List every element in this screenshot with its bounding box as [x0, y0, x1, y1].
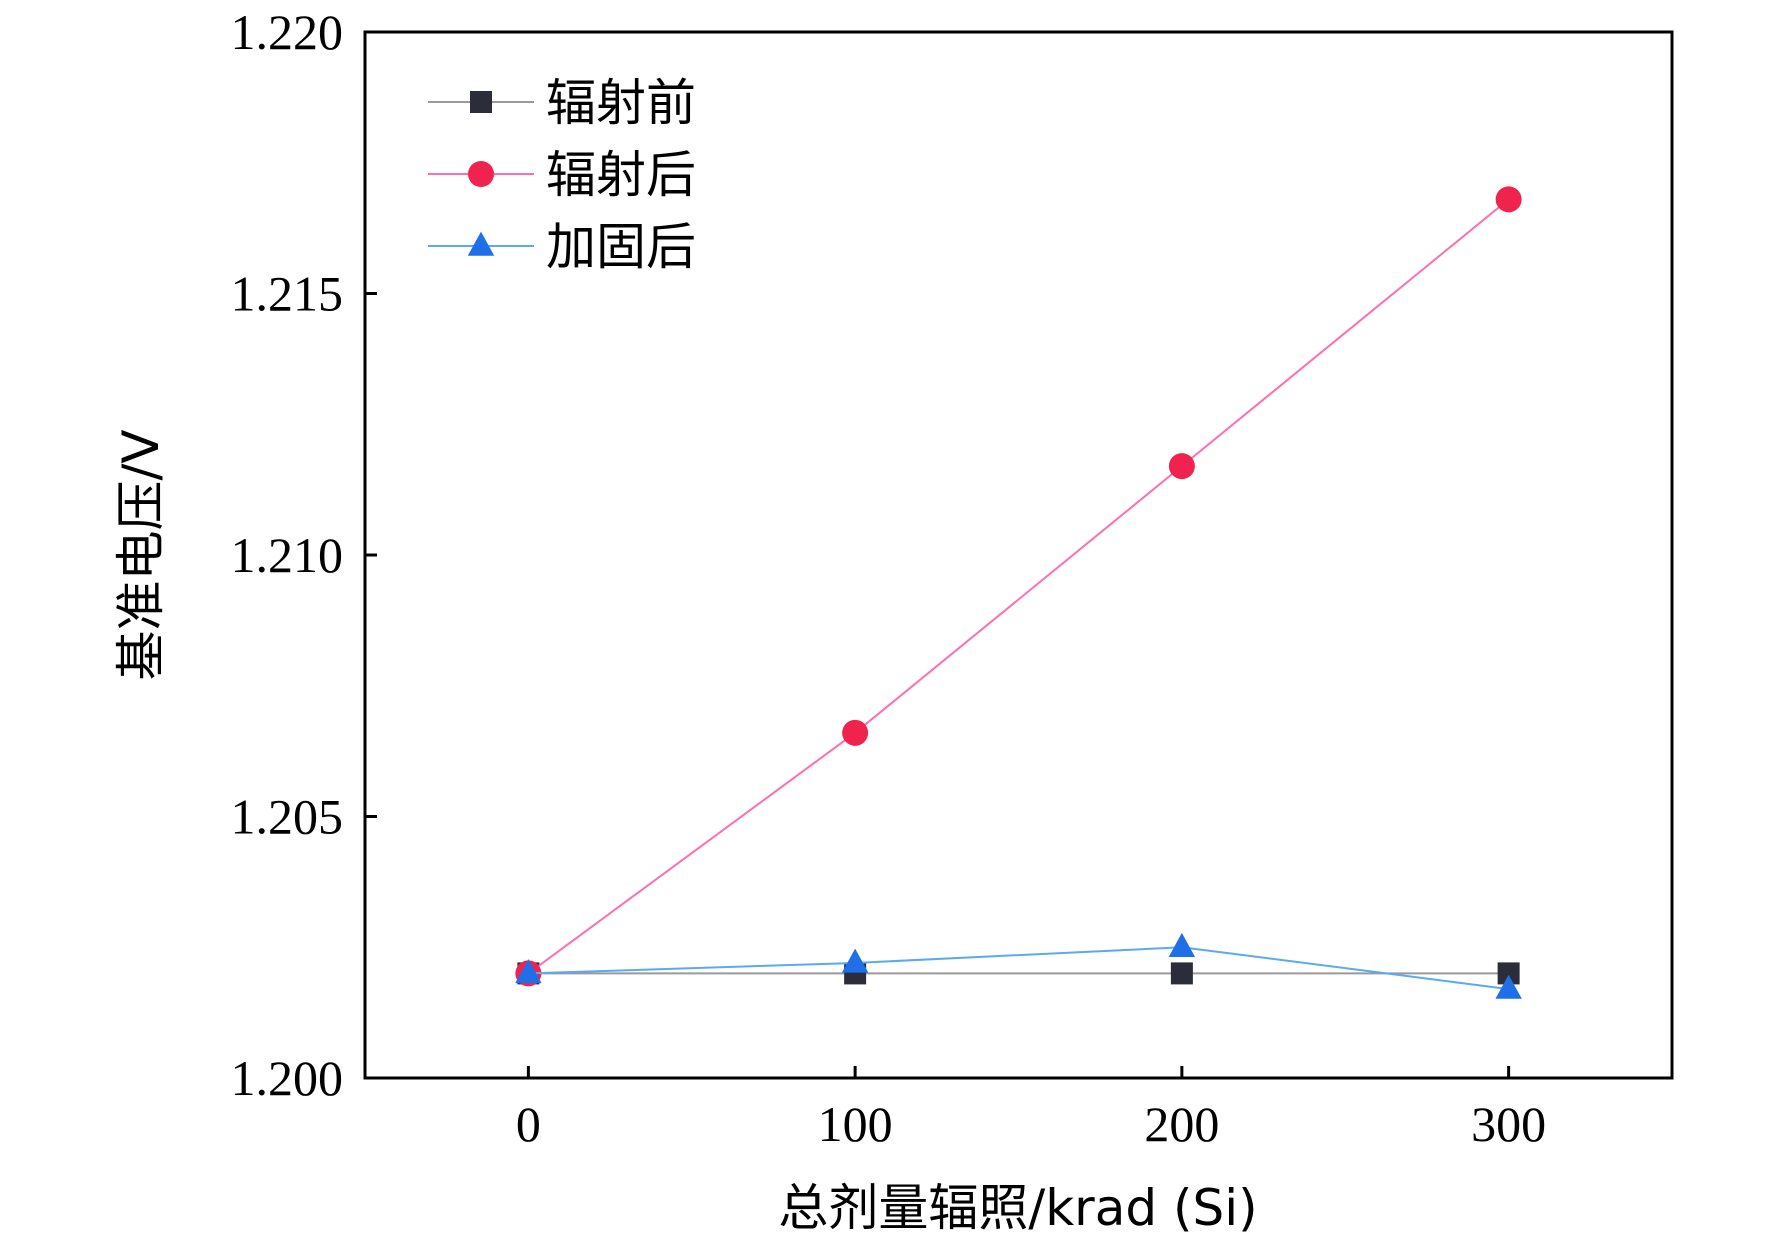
x-axis: 0 100 200 300	[516, 1066, 1546, 1152]
series-2	[515, 186, 1522, 987]
legend-item: 辐射前	[428, 74, 696, 132]
y-tick-label: 1.210	[231, 527, 344, 583]
y-axis-title: 基准电压/V	[112, 429, 170, 680]
y-tick-label: 1.220	[231, 4, 344, 60]
series-line	[528, 946, 1509, 991]
data-point	[1168, 453, 1195, 480]
series-line	[527, 198, 1510, 975]
legend-marker	[468, 161, 494, 187]
legend-label: 辐射前	[546, 74, 696, 132]
x-axis-title: 总剂量辐照/krad (Si)	[778, 1179, 1257, 1237]
x-tick-label: 0	[516, 1096, 541, 1152]
legend-marker	[470, 91, 492, 113]
data-point	[515, 959, 542, 984]
data-point	[842, 719, 869, 746]
data-point	[1170, 962, 1193, 985]
y-tick-label: 1.200	[231, 1050, 344, 1106]
legend-label: 辐射后	[546, 146, 696, 204]
data-point	[1497, 962, 1520, 985]
data-point	[841, 948, 869, 973]
x-tick-label: 200	[1144, 1096, 1219, 1152]
legend-label: 加固后	[546, 218, 696, 276]
series-3	[515, 932, 1522, 999]
legend-item: 加固后	[428, 218, 696, 276]
series-layer	[515, 186, 1522, 999]
data-point	[1495, 186, 1522, 213]
series-1	[517, 962, 1520, 985]
legend-marker	[467, 231, 495, 256]
y-tick-label: 1.205	[231, 789, 344, 845]
data-point	[1168, 932, 1196, 957]
y-axis: 1.200 1.205 1.210 1.215 1.220	[231, 4, 377, 1106]
x-tick-label: 300	[1471, 1096, 1546, 1152]
x-tick-label: 100	[818, 1096, 893, 1152]
y-tick-label: 1.215	[231, 266, 344, 322]
data-point	[1495, 974, 1522, 999]
legend-item: 辐射后	[428, 146, 696, 204]
